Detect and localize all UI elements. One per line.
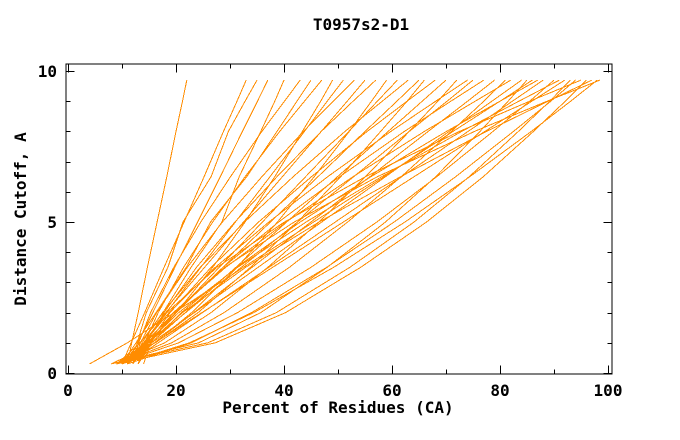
- model-curves: [89, 79, 601, 365]
- model-curve: [121, 79, 598, 365]
- model-curve: [126, 80, 188, 364]
- y-tick-label: 5: [47, 213, 57, 232]
- model-curve: [116, 79, 506, 365]
- x-tick-label: 100: [594, 381, 623, 400]
- y-axis-label: Distance Cutoff, A: [11, 132, 30, 306]
- model-curve: [121, 79, 522, 365]
- model-curve: [121, 79, 247, 365]
- model-curve: [127, 79, 576, 365]
- model-curve: [127, 79, 398, 365]
- model-curve: [116, 79, 555, 365]
- x-tick-labels: 0 20 40 60 80 100: [63, 381, 622, 400]
- model-curve: [127, 79, 544, 365]
- x-tick-label: 60: [382, 381, 401, 400]
- y-tick-labels: 0 5 10: [38, 62, 57, 383]
- model-curve: [127, 79, 495, 365]
- model-curve: [111, 79, 528, 365]
- model-curve: [132, 79, 512, 365]
- model-curve: [143, 79, 601, 365]
- model-curve: [137, 79, 582, 365]
- y-tick-label: 10: [38, 62, 57, 81]
- model-curve: [132, 79, 593, 365]
- model-curve: [132, 79, 355, 365]
- model-curve: [111, 79, 571, 365]
- y-tick-label: 0: [47, 364, 57, 383]
- model-curve: [121, 79, 312, 365]
- model-curve: [132, 79, 258, 364]
- x-tick-label: 80: [490, 381, 509, 400]
- x-tick-label: 40: [274, 381, 293, 400]
- axis-ticks: [66, 64, 612, 374]
- x-axis-label: Percent of Residues (CA): [222, 398, 453, 417]
- x-tick-label: 20: [166, 381, 185, 400]
- model-curve: [137, 79, 539, 365]
- model-curve: [121, 79, 474, 365]
- x-tick-label: 0: [63, 381, 73, 400]
- model-curve: [116, 79, 587, 365]
- model-curve: [132, 79, 409, 365]
- model-curve: [121, 79, 566, 365]
- plot-title: T0957s2-D1: [313, 15, 409, 34]
- plot-border: [65, 63, 613, 375]
- model-curve: [89, 79, 533, 365]
